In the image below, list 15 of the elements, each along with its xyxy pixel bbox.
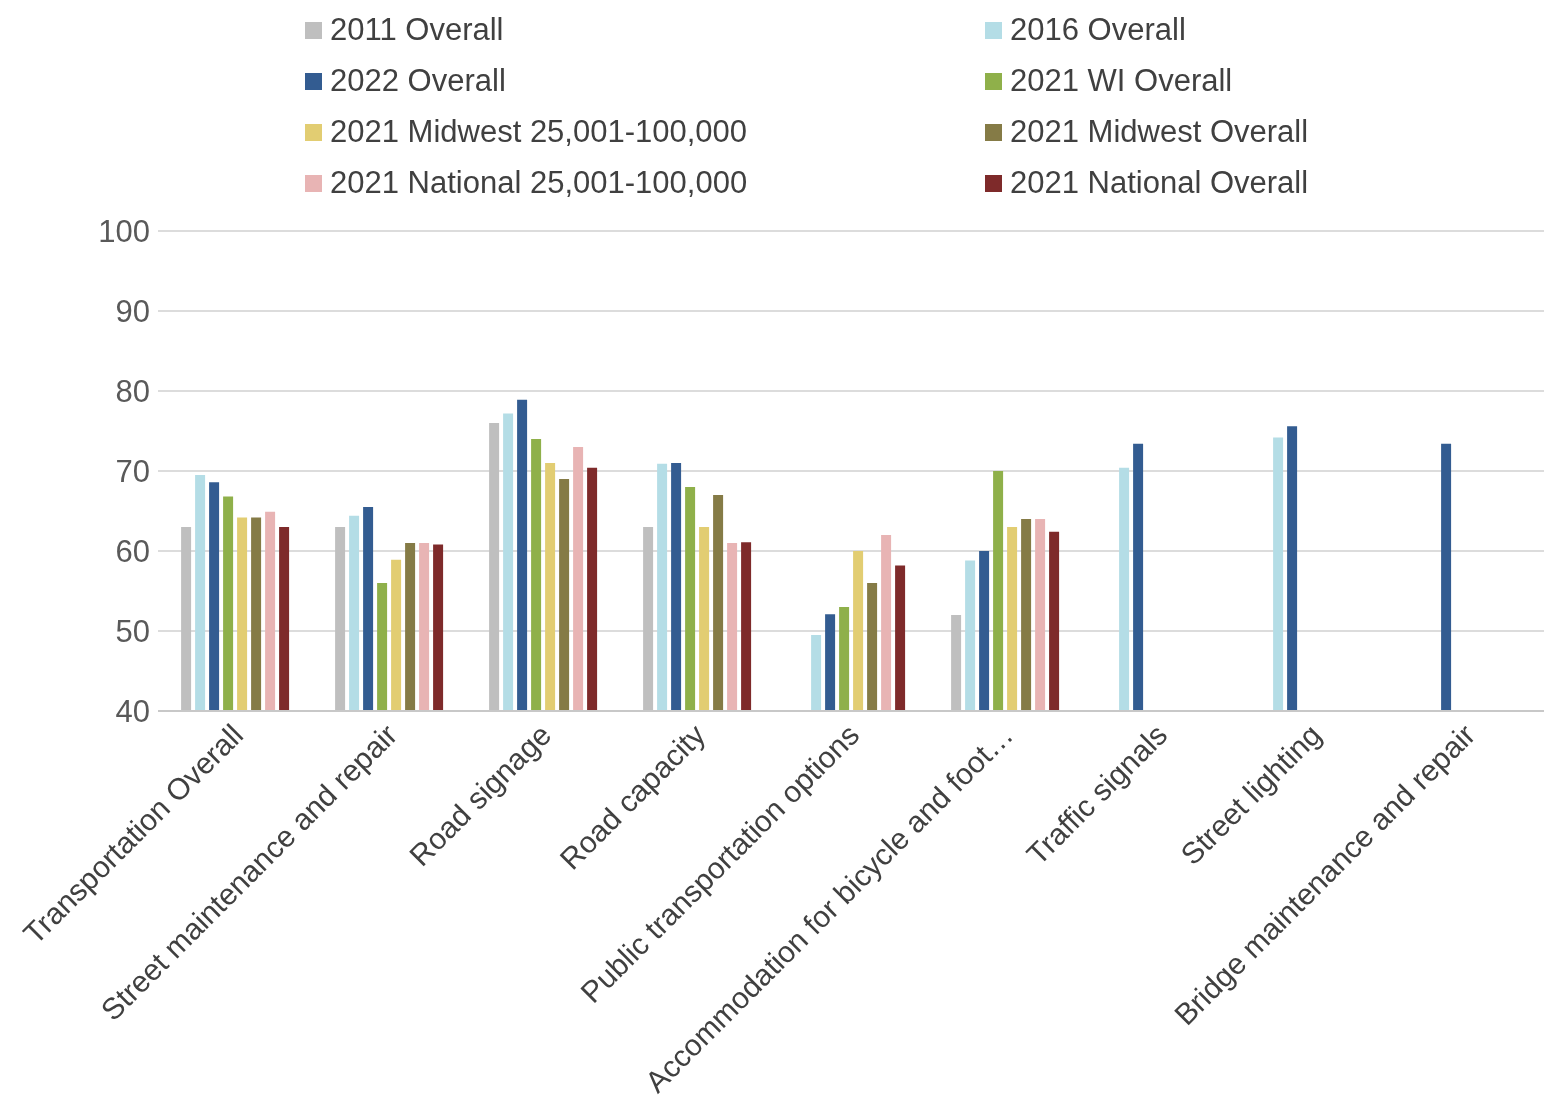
y-tick-label: 40 [115, 694, 150, 730]
legend-label: 2016 Overall [1010, 12, 1186, 48]
y-tick-label: 90 [115, 294, 150, 330]
legend-label: 2021 National 25,001-100,000 [330, 165, 748, 201]
legend-label: 2011 Overall [330, 12, 504, 48]
y-tick-label: 60 [115, 534, 150, 570]
y-tick-label: 80 [115, 374, 150, 410]
y-tick-label: 70 [115, 454, 150, 490]
legend-label: 2021 WI Overall [1010, 63, 1233, 99]
legend-label: 2022 Overall [330, 63, 506, 99]
legend-label: 2021 Midwest 25,001-100,000 [330, 114, 748, 150]
legend-label: 2021 Midwest Overall [1010, 114, 1309, 150]
y-tick-label: 50 [115, 614, 150, 650]
legend-label: 2021 National Overall [1010, 165, 1309, 201]
y-tick-label: 100 [98, 214, 150, 250]
